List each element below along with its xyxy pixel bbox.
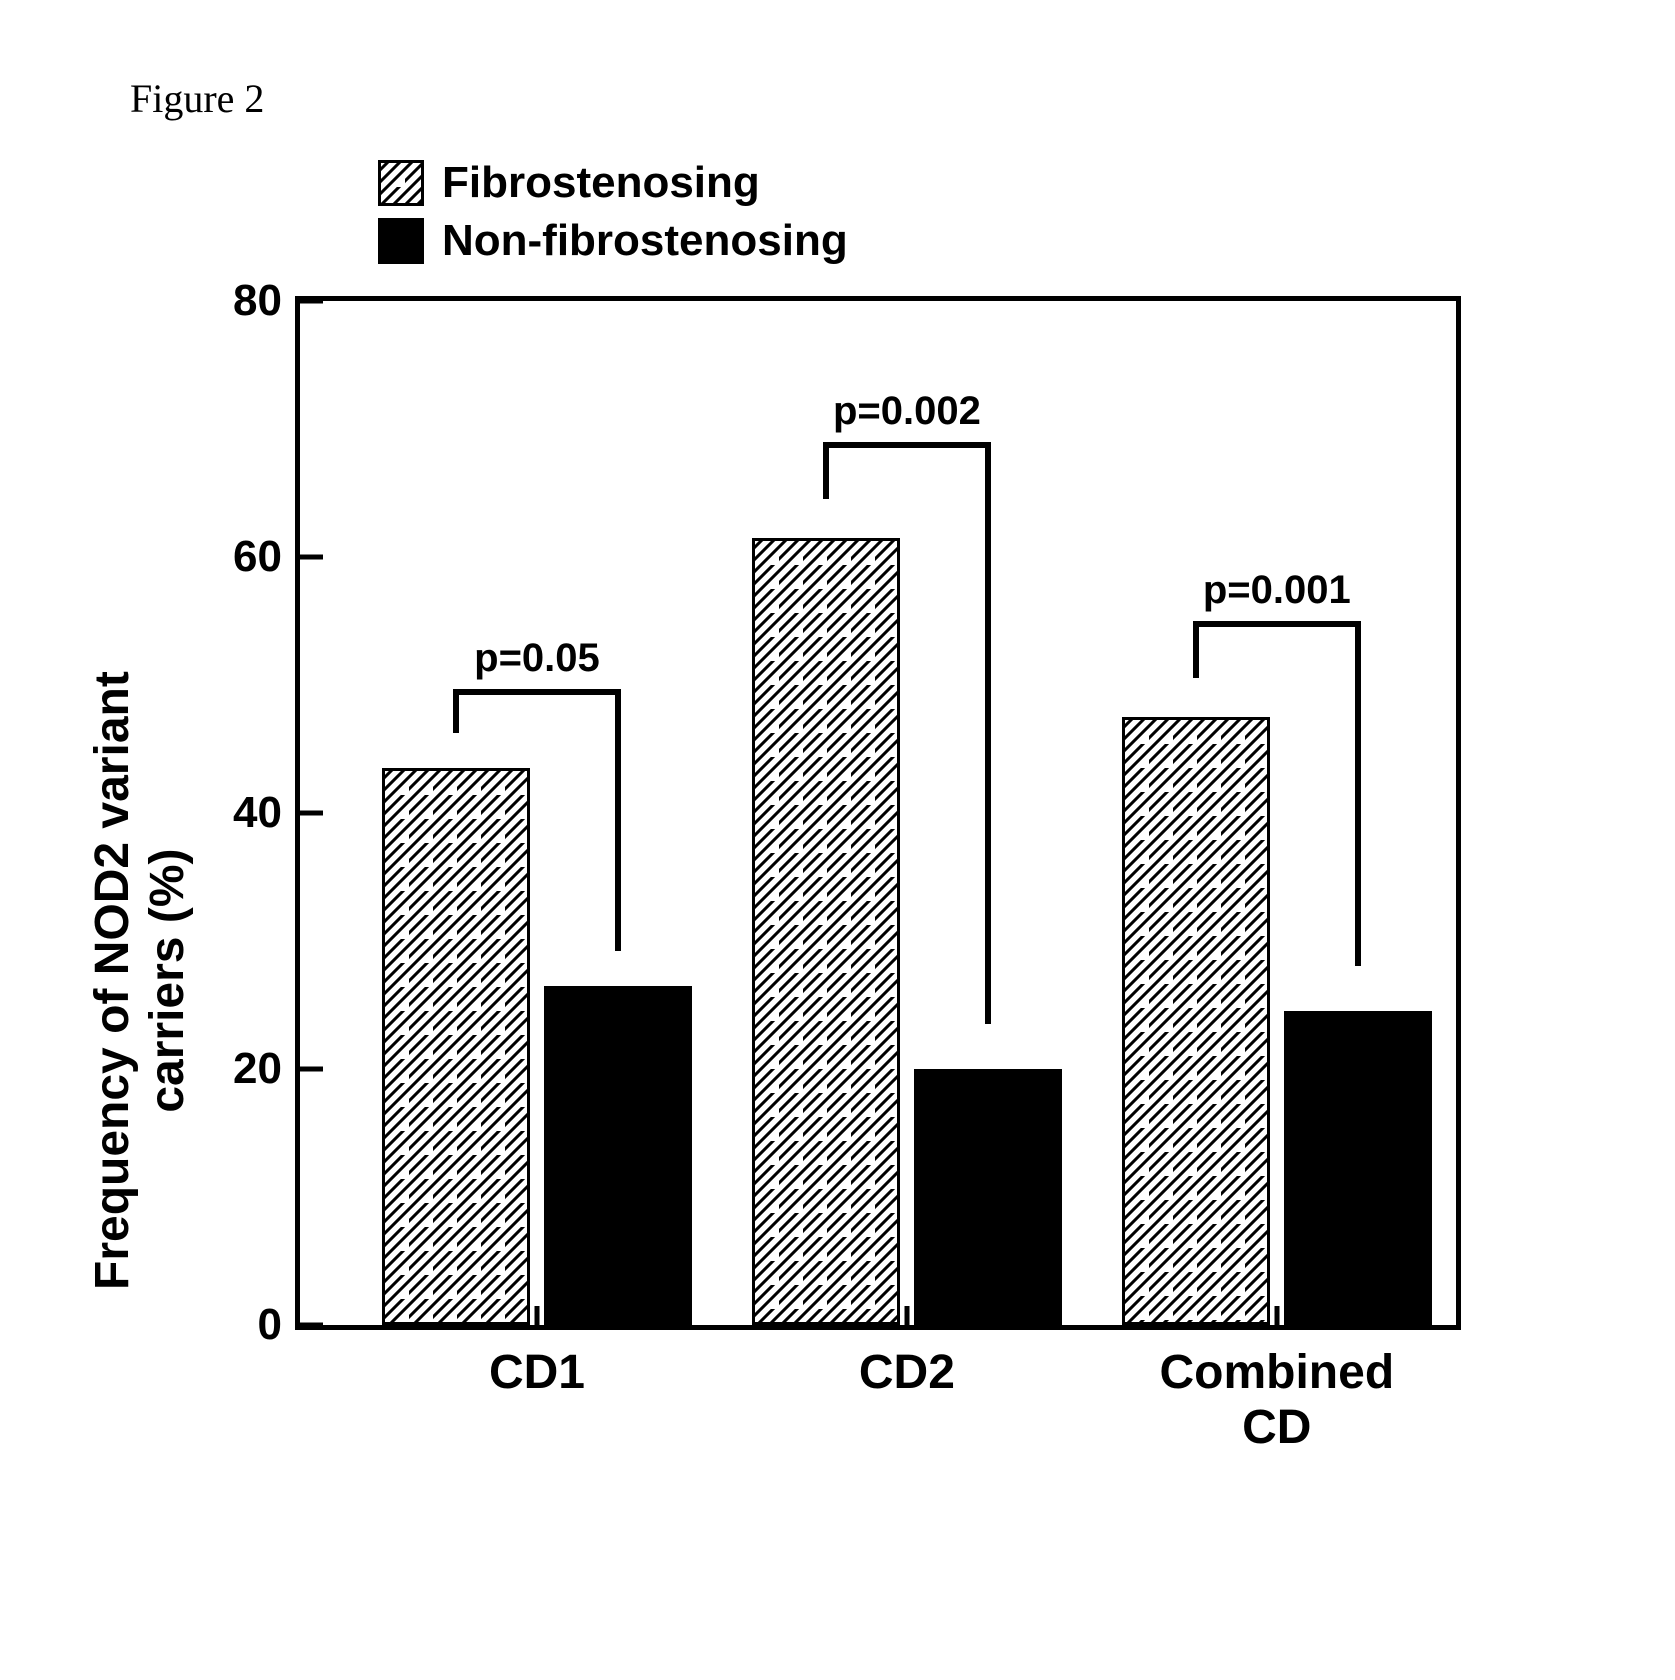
page: Figure 2 Fibrostenosing Non-fibrostenosin… xyxy=(0,0,1675,1680)
p-value-bracket xyxy=(1193,621,1361,627)
bar-fibrostenosing xyxy=(752,538,900,1325)
plot-area: 020406080CD1CD2Combined CDp=0.05p=0.002p… xyxy=(295,296,1461,1330)
legend-label: Non-fibrostenosing xyxy=(442,216,848,266)
bracket-leg xyxy=(615,695,621,951)
bar-non-fibrostenosing xyxy=(914,1069,1062,1325)
y-tick-label: 80 xyxy=(233,276,300,326)
y-tick-label: 40 xyxy=(233,788,300,838)
bracket-leg xyxy=(1193,627,1199,678)
bar-non-fibrostenosing xyxy=(1284,1011,1432,1325)
bar-fibrostenosing xyxy=(382,768,530,1325)
p-value-bracket xyxy=(823,442,991,448)
x-tick-label: CD2 xyxy=(859,1325,955,1400)
y-tick-label: 20 xyxy=(233,1044,300,1094)
legend-label: Fibrostenosing xyxy=(442,158,760,208)
legend-swatch-hatched xyxy=(378,160,424,206)
bracket-leg xyxy=(453,695,459,733)
p-value-label: p=0.05 xyxy=(474,636,600,681)
bracket-leg xyxy=(1355,627,1361,966)
p-value-bracket xyxy=(453,689,621,695)
p-value-label: p=0.002 xyxy=(833,389,981,434)
y-tick-label: 0 xyxy=(258,1300,300,1350)
p-value-label: p=0.001 xyxy=(1203,568,1351,613)
x-tick-label: CD1 xyxy=(489,1325,585,1400)
bar-non-fibrostenosing xyxy=(544,986,692,1325)
bracket-leg xyxy=(985,448,991,1024)
bar-fibrostenosing xyxy=(1122,717,1270,1325)
x-tick-label: Combined CD xyxy=(1159,1325,1394,1455)
plot-inner: 020406080CD1CD2Combined CDp=0.05p=0.002p… xyxy=(300,301,1456,1325)
y-tick-label: 60 xyxy=(233,532,300,582)
figure-label: Figure 2 xyxy=(130,75,264,122)
legend-item: Non-fibrostenosing xyxy=(378,216,848,266)
legend-swatch-solid xyxy=(378,218,424,264)
legend: Fibrostenosing Non-fibrostenosing xyxy=(378,158,848,266)
bracket-leg xyxy=(823,448,829,499)
legend-item: Fibrostenosing xyxy=(378,158,848,208)
y-axis-label: Frequency of NOD2 variant carriers (%) xyxy=(85,671,195,1290)
